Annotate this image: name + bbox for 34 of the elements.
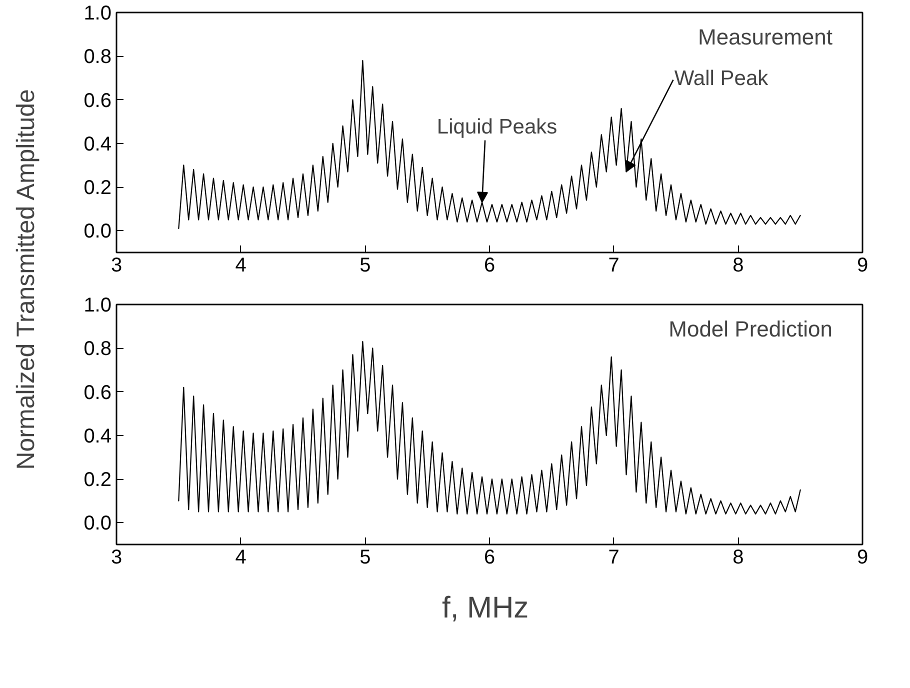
x-tick-label: 3 bbox=[110, 546, 122, 568]
line-series bbox=[178, 60, 801, 230]
annotation: Liquid Peaks bbox=[436, 115, 558, 138]
y-tick-label: 0.2 bbox=[84, 469, 112, 492]
y-tick-label: 0.0 bbox=[84, 512, 112, 535]
y-tick-label: 0.4 bbox=[84, 425, 112, 448]
x-tick-label: 7 bbox=[608, 546, 620, 568]
x-tick-label: 5 bbox=[360, 546, 371, 568]
x-tick-label: 9 bbox=[856, 254, 868, 276]
y-tick-label: 0.6 bbox=[84, 382, 112, 404]
x-tick-label: 9 bbox=[856, 546, 868, 568]
x-axis-title: f, MHz bbox=[442, 592, 529, 624]
x-tick-label: 7 bbox=[608, 254, 620, 276]
x-tick-label: 6 bbox=[484, 254, 496, 276]
y-tick-label: 0.2 bbox=[84, 177, 112, 200]
annotation: Wall Peak bbox=[674, 66, 769, 90]
y-tick-label: 0.0 bbox=[84, 220, 112, 243]
x-tick-label: 6 bbox=[484, 546, 496, 568]
annotation: Measurement bbox=[698, 24, 833, 50]
y-axis-title: Normalized Transmitted Amplitude bbox=[12, 89, 40, 470]
y-tick-label: 0.8 bbox=[84, 338, 112, 360]
y-tick-label: 1.0 bbox=[84, 294, 112, 316]
x-tick-label: 4 bbox=[235, 254, 246, 276]
y-tick-label: 0.6 bbox=[84, 90, 112, 112]
x-tick-label: 3 bbox=[110, 254, 122, 276]
line-series bbox=[178, 341, 801, 515]
x-tick-label: 5 bbox=[360, 254, 371, 276]
y-tick-label: 0.8 bbox=[84, 46, 112, 68]
x-tick-label: 8 bbox=[732, 254, 744, 276]
y-tick-label: 0.4 bbox=[84, 133, 112, 156]
x-tick-label: 8 bbox=[732, 546, 744, 568]
annotation: Model Prediction bbox=[668, 316, 833, 342]
y-tick-label: 1.0 bbox=[84, 2, 112, 24]
x-tick-label: 4 bbox=[235, 546, 246, 568]
